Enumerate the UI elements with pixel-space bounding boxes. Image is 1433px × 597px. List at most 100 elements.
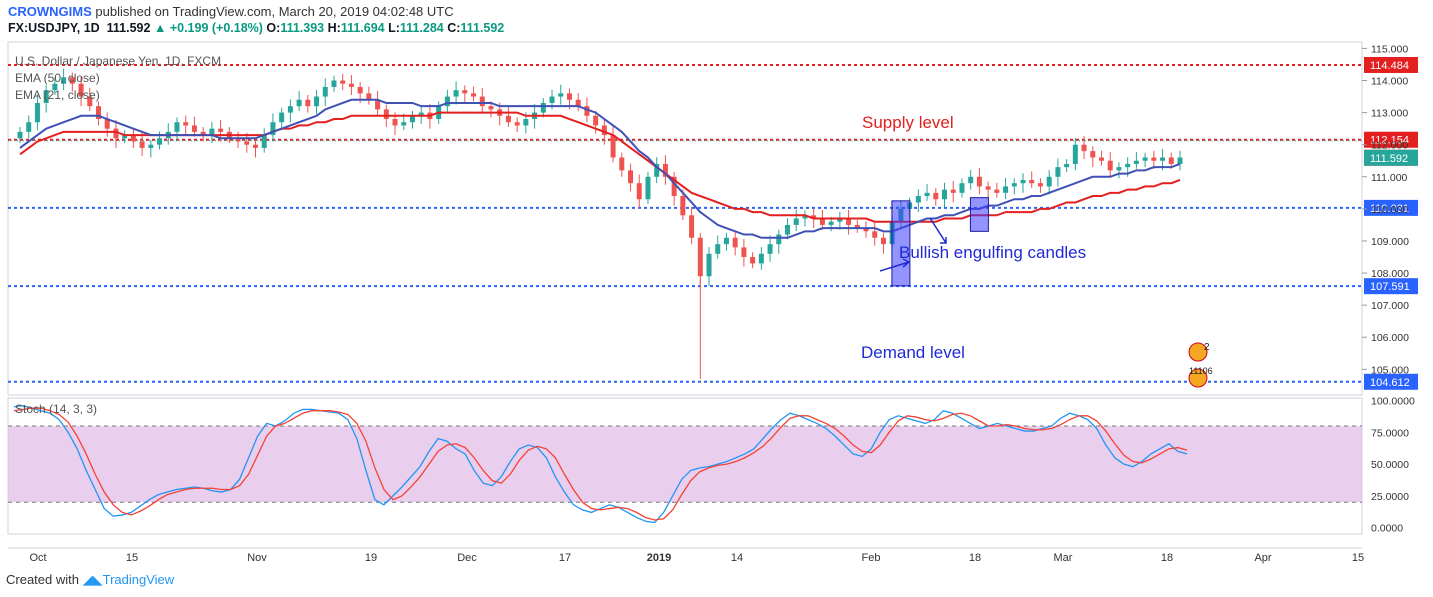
candle[interactable] [645, 176, 651, 200]
candle[interactable] [1011, 183, 1017, 187]
candle[interactable] [1003, 186, 1009, 193]
candle[interactable] [348, 83, 354, 87]
candle[interactable] [148, 144, 154, 148]
candle[interactable] [401, 122, 407, 126]
candle[interactable] [1160, 157, 1166, 161]
candle[interactable] [191, 125, 197, 132]
candle[interactable] [453, 90, 459, 97]
candle[interactable] [593, 115, 599, 126]
candle[interactable] [392, 119, 398, 126]
candle[interactable] [697, 237, 703, 277]
candle[interactable] [584, 106, 590, 116]
candle[interactable] [671, 176, 677, 197]
candle[interactable] [628, 170, 634, 184]
candle[interactable] [235, 138, 241, 142]
candle[interactable] [1064, 163, 1070, 168]
candle[interactable] [174, 122, 180, 132]
candle[interactable] [750, 257, 756, 264]
candle[interactable] [104, 119, 110, 129]
candle[interactable] [357, 86, 363, 94]
candle[interactable] [654, 163, 660, 177]
candle[interactable] [61, 77, 67, 84]
economic-event-icon[interactable] [1188, 368, 1208, 388]
candle[interactable] [287, 106, 293, 113]
candle[interactable] [331, 80, 337, 87]
candle[interactable] [793, 218, 799, 225]
candle[interactable] [252, 144, 258, 148]
candle[interactable] [1020, 179, 1026, 184]
candle[interactable] [366, 93, 372, 100]
candle[interactable] [915, 196, 921, 203]
candle[interactable] [549, 96, 555, 103]
candle[interactable] [209, 128, 215, 136]
tradingview-logo-icon[interactable]: ◢◣ [82, 572, 103, 587]
candle[interactable] [1107, 160, 1113, 171]
candle[interactable] [471, 93, 477, 97]
candle[interactable] [34, 102, 40, 123]
publisher-name[interactable]: CROWNGIMS [8, 4, 92, 19]
candle[interactable] [1029, 179, 1035, 184]
candle[interactable] [113, 128, 119, 139]
candle[interactable] [976, 176, 982, 187]
candle[interactable] [157, 138, 163, 145]
candle[interactable] [994, 189, 1000, 193]
candle[interactable] [95, 106, 101, 120]
candle[interactable] [279, 112, 285, 123]
candle[interactable] [1133, 160, 1139, 164]
candle[interactable] [758, 253, 764, 264]
candle[interactable] [950, 189, 956, 193]
candle[interactable] [1055, 167, 1061, 177]
candle[interactable] [122, 135, 128, 139]
candle[interactable] [689, 215, 695, 238]
candle[interactable] [488, 106, 494, 110]
candle[interactable] [767, 244, 773, 254]
candle[interactable] [723, 237, 729, 245]
candle[interactable] [540, 102, 546, 113]
candle[interactable] [942, 189, 948, 200]
candle[interactable] [558, 93, 564, 97]
candle[interactable] [959, 183, 965, 193]
candle[interactable] [1090, 151, 1096, 158]
candle[interactable] [837, 218, 843, 222]
ema50-legend[interactable]: EMA (50, close) [15, 71, 100, 85]
candle[interactable] [880, 237, 886, 245]
candle[interactable] [819, 218, 825, 225]
candle[interactable] [479, 96, 485, 107]
instrument-legend[interactable]: U.S. Dollar / Japanese Yen, 1D, FXCM [15, 54, 222, 68]
candle[interactable] [741, 247, 747, 258]
candle[interactable] [200, 131, 206, 136]
candle[interactable] [1177, 157, 1183, 164]
candle[interactable] [1037, 183, 1043, 187]
candle[interactable] [87, 96, 93, 107]
ema21-legend[interactable]: EMA (21, close) [15, 88, 100, 102]
candle[interactable] [985, 186, 991, 190]
candle[interactable] [17, 131, 23, 139]
candle[interactable] [872, 231, 878, 238]
candle[interactable] [924, 192, 930, 197]
candle[interactable] [523, 119, 529, 126]
candle[interactable] [828, 221, 834, 225]
candle[interactable] [1142, 157, 1148, 161]
candle[interactable] [854, 224, 860, 229]
stoch-k-line[interactable] [13, 404, 1188, 524]
candle[interactable] [566, 93, 572, 100]
candle[interactable] [418, 112, 424, 116]
economic-event-icon[interactable] [1188, 342, 1208, 362]
candle[interactable] [244, 141, 250, 145]
candle[interactable] [130, 135, 136, 142]
candle[interactable] [340, 80, 346, 84]
candle[interactable] [322, 86, 328, 97]
candle[interactable] [662, 163, 668, 177]
candle[interactable] [1099, 157, 1105, 161]
stoch-d-line[interactable] [13, 407, 1188, 521]
candle[interactable] [802, 215, 808, 219]
candle[interactable] [863, 228, 869, 232]
candle[interactable] [575, 99, 581, 107]
candle[interactable] [1046, 176, 1052, 187]
candle[interactable] [933, 192, 939, 200]
candle[interactable] [1168, 157, 1174, 164]
candle[interactable] [261, 135, 267, 148]
candle[interactable] [1116, 167, 1122, 171]
candle[interactable] [610, 135, 616, 158]
candle[interactable] [218, 128, 224, 132]
